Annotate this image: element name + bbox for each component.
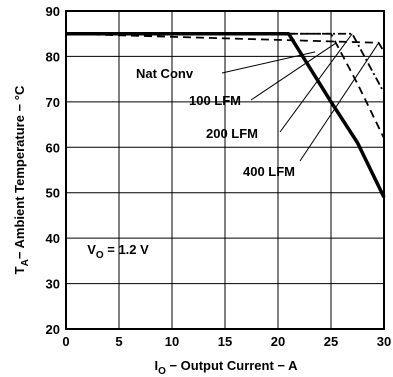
- y-tick-label: 90: [46, 4, 60, 19]
- x-tick-label: 0: [62, 334, 69, 349]
- x-axis-label: IO − Output Current − A: [154, 358, 298, 377]
- y-tick-label: 70: [46, 95, 60, 110]
- series-label: Nat Conv: [136, 66, 194, 81]
- condition-annotation: VO = 1.2 V: [87, 242, 149, 261]
- plot-frame: [65, 10, 385, 330]
- grid: [65, 10, 385, 330]
- leader-line: [250, 42, 337, 101]
- x-tick-label: 10: [165, 334, 179, 349]
- y-axis-label: TA− Ambient Temperature − °C: [12, 85, 31, 274]
- leader-line: [221, 51, 316, 74]
- y-tick-label: 60: [46, 140, 60, 155]
- series-label: 200 LFM: [206, 126, 258, 141]
- y-tick-label: 20: [46, 322, 60, 337]
- y-tick-label: 30: [46, 277, 60, 292]
- axis-ticks: 0 5 10 15 20 25 30 20 30 40 50 60 70 80 90: [46, 4, 392, 349]
- x-tick-label: 5: [115, 334, 122, 349]
- series-line-1: [66, 31, 386, 199]
- series-label: 400 LFM: [243, 164, 295, 179]
- leader-line: [279, 33, 353, 133]
- y-tick-label: 40: [46, 231, 60, 246]
- label-leaders: [221, 33, 380, 162]
- y-tick-label: 80: [46, 49, 60, 64]
- y-tick-label: 50: [46, 186, 60, 201]
- series-labels: Nat Conv 100 LFM 200 LFM 400 LFM: [136, 66, 295, 179]
- x-tick-label: 20: [271, 334, 285, 349]
- series-label: 100 LFM: [189, 93, 241, 108]
- x-tick-label: 25: [324, 334, 338, 349]
- leader-line: [299, 42, 380, 162]
- x-tick-label: 15: [218, 334, 232, 349]
- x-tick-label: 30: [377, 334, 391, 349]
